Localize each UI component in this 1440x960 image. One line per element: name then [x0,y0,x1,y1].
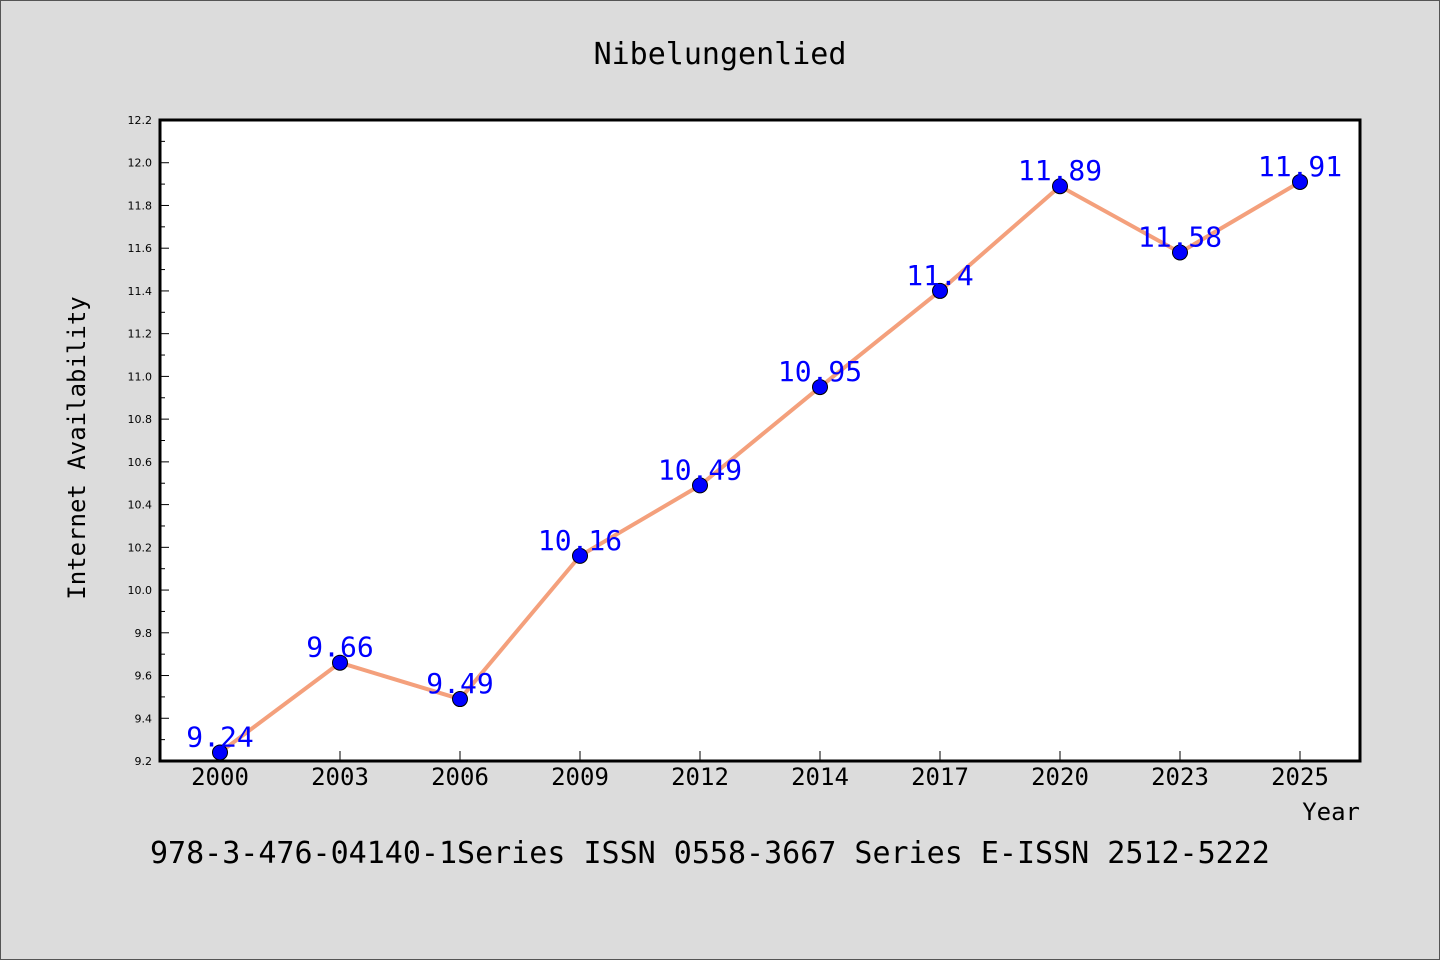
y-tick-label: 12.2 [128,114,153,127]
y-tick-label: 11.0 [128,370,153,383]
data-point [812,379,828,396]
x-tick-label: 2006 [431,763,489,791]
x-tick-label: 2014 [791,763,849,791]
y-tick-label: 12.0 [128,157,153,170]
data-label: 11.58 [1138,220,1222,253]
data-label: 9.24 [186,720,253,753]
y-tick-label: 10.0 [128,584,153,597]
data-point [332,654,348,671]
y-tick-label: 9.4 [135,712,153,725]
x-tick-label: 2023 [1151,763,1209,791]
data-label: 10.16 [538,524,622,557]
data-label: 9.49 [426,667,493,700]
y-axis-ticks: 9.2 9.4 9.6 9.8 10.0 10.2 10.4 10.6 10.8 11.0 11.2… [128,114,169,768]
series-line [218,180,1302,755]
y-tick-label: 11.4 [128,285,153,298]
data-label: 11.89 [1018,154,1102,187]
data-point [1292,173,1308,190]
data-label: 10.49 [658,453,742,486]
x-tick-label: 2009 [551,763,609,791]
y-tick-label: 11.8 [128,199,153,212]
x-axis-label: Year [1302,798,1360,826]
data-point [1052,178,1068,195]
y-axis-label: Internet Availability [63,296,91,599]
series-group: 9.24 9.66 9.49 10.16 10.49 10.95 11.4 11.89 11.5… [186,150,1342,761]
y-tick-label: 9.6 [135,670,153,683]
footer-isbn-issn: 978-3-476-04140-1Series ISSN 0558-3667 S… [150,836,1270,871]
data-label: 11.91 [1258,150,1342,183]
y-tick-label: 10.6 [128,456,153,469]
y-tick-label: 10.2 [128,541,153,554]
x-tick-label: 2025 [1271,763,1329,791]
y-tick-label: 9.8 [135,627,153,640]
data-point [572,547,588,564]
data-label: 10.95 [778,355,862,388]
data-label: 11.4 [906,259,973,292]
y-tick-label: 11.6 [128,242,153,255]
x-tick-label: 2020 [1031,763,1089,791]
data-label: 9.66 [306,631,373,664]
y-tick-label: 10.4 [128,499,153,512]
chart-title: Nibelungenlied [594,37,847,72]
x-axis-ticks: 2000 2003 2006 2009 2012 2014 2017 2020 2023 2025 [191,751,1329,791]
y-tick-label: 11.2 [128,328,153,341]
data-point [692,477,708,494]
x-tick-label: 2017 [911,763,969,791]
data-point [452,691,468,708]
x-tick-label: 2000 [191,763,249,791]
data-point [932,282,948,299]
y-tick-label: 9.2 [135,755,153,768]
data-point [1172,244,1188,261]
plot-area [158,118,1362,763]
data-point [212,744,228,761]
x-tick-label: 2012 [671,763,729,791]
y-tick-label: 10.8 [128,413,153,426]
x-tick-label: 2003 [311,763,369,791]
